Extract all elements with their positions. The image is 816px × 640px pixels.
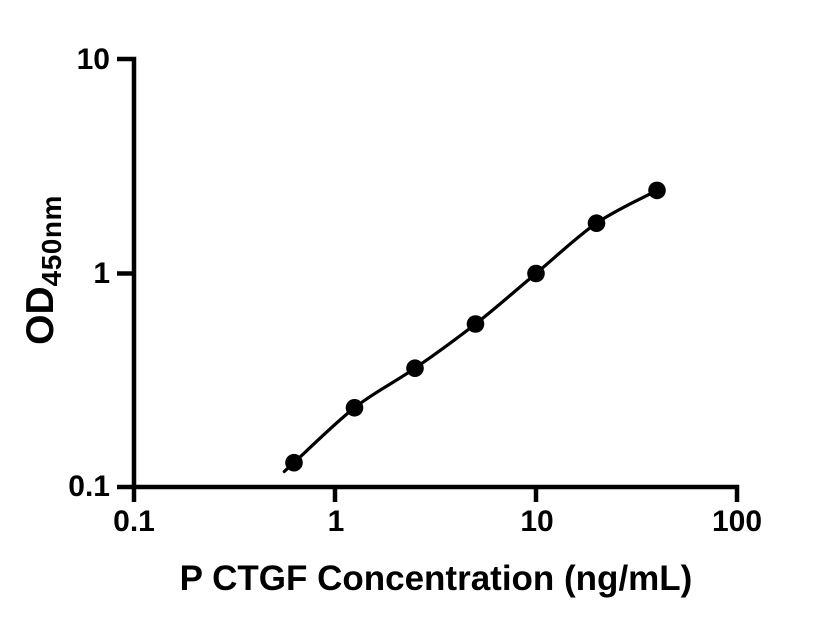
y-axis-title: OD450nm	[19, 195, 67, 345]
y-tick-label-1: 1	[93, 257, 110, 290]
data-point-10	[527, 264, 545, 283]
data-point-0.625	[285, 453, 303, 472]
y-axis-title-main: OD	[19, 286, 62, 345]
x-tick-label-1: 1	[327, 505, 345, 538]
x-tick-label-0-1: 0.1	[113, 505, 155, 538]
y-axis-title-subscript: 450nm	[36, 195, 67, 287]
x-tick-label-100: 100	[711, 505, 763, 538]
axis-frame	[117, 56, 740, 502]
data-point-2.5	[406, 359, 424, 378]
y-tick-label-0-1: 0.1	[68, 470, 110, 503]
data-point-20	[587, 214, 606, 232]
y-tick-label-10: 10	[76, 43, 110, 76]
x-axis-title: P CTGF Concentration (ng/mL)	[179, 559, 693, 598]
data-point-40	[648, 181, 666, 200]
x-tick-label-10: 10	[520, 505, 554, 538]
data-point-5	[466, 315, 485, 333]
data-point-1.25	[345, 399, 364, 417]
